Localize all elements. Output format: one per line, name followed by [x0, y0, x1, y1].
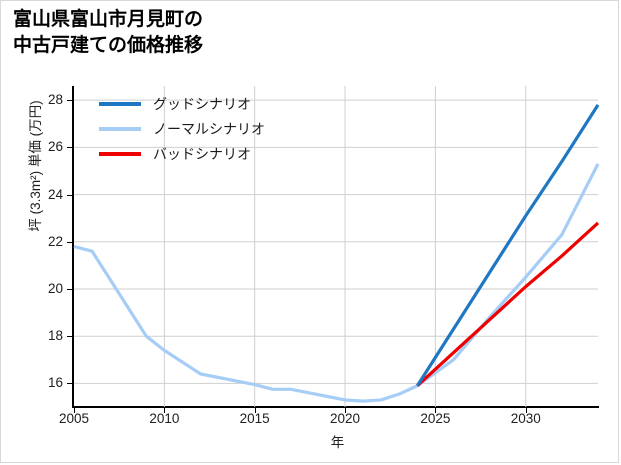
legend-label-good: グッドシナリオ [153, 95, 251, 112]
y-tick-mark [67, 383, 72, 385]
chart-legend: グッドシナリオ ノーマルシナリオ バッドシナリオ [99, 91, 329, 166]
x-tick-mark [525, 408, 527, 413]
x-tick-mark [74, 408, 75, 413]
series-line-good [415, 104, 600, 387]
y-tick-label: 20 [47, 280, 63, 296]
legend-swatch-bad [99, 151, 141, 156]
legend-item-normal[interactable]: ノーマルシナリオ [99, 116, 329, 141]
legend-swatch-good [99, 101, 141, 106]
legend-item-bad[interactable]: バッドシナリオ [99, 141, 329, 166]
x-tick-mark [435, 408, 437, 413]
x-axis-label-text: 年 [330, 435, 345, 450]
y-tick-mark [67, 288, 72, 290]
x-tick-mark [345, 408, 347, 413]
y-tick-label: 28 [47, 92, 63, 108]
legend-item-good[interactable]: グッドシナリオ [99, 91, 329, 116]
gridlines-group [74, 86, 598, 407]
y-tick-mark [67, 336, 72, 338]
x-tick-mark [164, 408, 166, 413]
legend-swatch-normal [99, 126, 141, 131]
x-tick-label: 2015 [239, 411, 270, 426]
x-tick-label: 2005 [58, 411, 90, 426]
y-tick-mark [67, 241, 72, 243]
legend-label-bad: バッドシナリオ [153, 145, 251, 162]
plot-area [73, 86, 600, 407]
y-tick-mark [67, 194, 72, 196]
x-tick-label: 2030 [510, 411, 541, 426]
series-line-normal [73, 163, 600, 403]
y-tick-mark [67, 100, 72, 102]
y-tick-label: 24 [47, 186, 63, 202]
y-axis-spine [72, 86, 74, 408]
x-tick-label: 2010 [149, 411, 180, 426]
legend-label-normal: ノーマルシナリオ [153, 120, 265, 137]
data-series-group [73, 104, 600, 403]
y-tick-label: 26 [47, 139, 63, 155]
x-tick-label: 2025 [420, 411, 451, 426]
x-tick-label: 2020 [330, 411, 361, 426]
x-tick-mark [254, 408, 256, 413]
y-tick-label: 16 [47, 375, 63, 391]
series-line-bad [416, 221, 600, 387]
y-tick-label: 18 [47, 328, 63, 344]
y-tick-label: 22 [47, 233, 63, 249]
x-axis-label: 年 [1, 431, 621, 451]
y-tick-mark [67, 147, 72, 149]
series-lines [73, 86, 600, 407]
chart-title: 富山県富山市月見町の 中古戸建ての価格推移 [13, 9, 204, 56]
x-axis-spine [72, 406, 599, 408]
